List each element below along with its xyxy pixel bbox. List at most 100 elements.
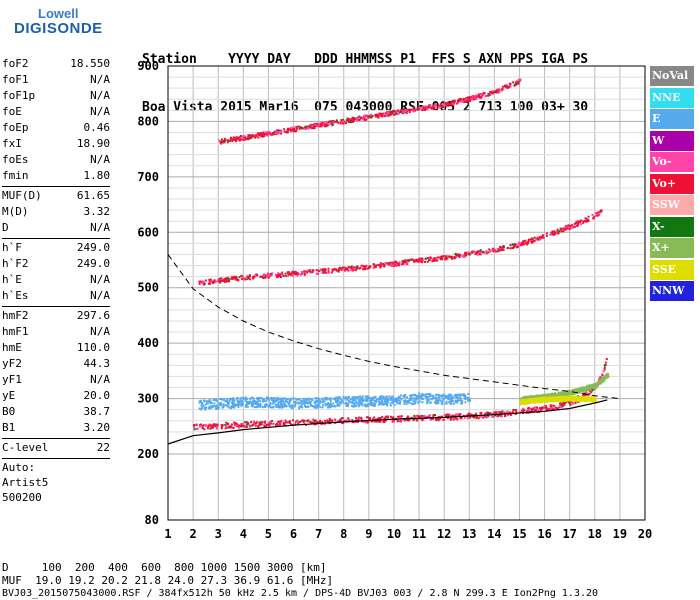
- echo-point: [479, 249, 482, 252]
- echo-point: [263, 134, 266, 137]
- echo-point: [482, 91, 485, 94]
- echo-point: [314, 397, 317, 400]
- echo-point: [209, 427, 212, 430]
- echo-point: [201, 403, 204, 406]
- echo-point: [204, 279, 207, 282]
- echo-point: [402, 108, 405, 111]
- echo-point: [364, 403, 367, 406]
- echo-point: [576, 388, 579, 391]
- echo-point: [450, 417, 453, 420]
- echo-point: [445, 395, 448, 398]
- echo-point: [464, 398, 467, 401]
- echo-point: [591, 397, 594, 400]
- echo-point: [565, 393, 568, 396]
- echo-point: [562, 392, 565, 395]
- x-tick-label: 18: [588, 527, 602, 541]
- echo-point: [407, 416, 410, 419]
- echo-point: [257, 403, 259, 406]
- echo-point: [359, 403, 361, 406]
- echo-point: [432, 394, 435, 397]
- echo-point: [406, 396, 408, 399]
- echo-point: [501, 248, 504, 251]
- legend-item-nnw: NNW: [650, 281, 694, 301]
- echo-point: [459, 413, 462, 415]
- echo-point: [553, 233, 556, 236]
- echo-point: [225, 404, 228, 406]
- y-tick-label: 600: [137, 225, 159, 239]
- echo-point: [257, 397, 260, 400]
- echo-point: [248, 424, 251, 427]
- echo-point: [224, 280, 226, 283]
- autoscaling-info: 500200: [2, 491, 42, 504]
- echo-point: [259, 396, 262, 399]
- echo-point: [470, 98, 473, 101]
- echo-point: [466, 397, 469, 400]
- echo-point: [588, 389, 591, 392]
- echo-point: [349, 118, 352, 120]
- echo-point: [412, 106, 415, 109]
- echo-point: [360, 116, 363, 119]
- echo-point: [352, 119, 355, 122]
- echo-point: [465, 414, 468, 417]
- echo-point: [493, 249, 496, 252]
- echo-point: [306, 126, 309, 129]
- echo-point: [358, 119, 361, 121]
- echo-point: [208, 407, 211, 410]
- echo-point: [291, 405, 294, 408]
- echo-point: [234, 275, 237, 278]
- echo-point: [451, 102, 454, 105]
- echo-point: [534, 400, 537, 403]
- echo-point: [590, 398, 593, 401]
- echo-point: [396, 420, 399, 423]
- echo-point: [385, 419, 387, 422]
- echo-point: [304, 270, 307, 273]
- echo-point: [272, 397, 275, 400]
- echo-point: [489, 412, 492, 415]
- echo-point: [500, 246, 503, 249]
- echo-point: [399, 109, 402, 112]
- echo-point: [296, 274, 299, 277]
- echo-point: [263, 424, 266, 427]
- echo-point: [290, 406, 293, 409]
- echo-point: [365, 114, 368, 117]
- echo-point: [526, 243, 528, 246]
- param-value: 110.0: [76, 341, 110, 354]
- echo-point: [560, 395, 563, 398]
- echo-point: [259, 275, 262, 278]
- echo-point: [364, 404, 367, 407]
- echo-point: [405, 261, 408, 263]
- echo-point: [270, 273, 273, 276]
- echo-point: [385, 262, 388, 265]
- echo-point: [580, 388, 582, 391]
- x-tick-label: 15: [512, 527, 526, 541]
- echo-point: [400, 416, 402, 419]
- echo-point: [545, 232, 548, 235]
- echo-point: [423, 260, 426, 263]
- echo-point: [591, 389, 594, 392]
- echo-point: [206, 402, 209, 405]
- echo-point: [278, 273, 281, 276]
- echo-point: [593, 396, 596, 399]
- echo-point: [259, 133, 262, 136]
- echo-point: [428, 256, 431, 259]
- param-label: yF2: [2, 357, 22, 370]
- echo-point: [564, 228, 567, 231]
- echo-point: [552, 395, 555, 398]
- echo-point: [434, 414, 436, 417]
- echo-point: [414, 402, 416, 405]
- echo-point: [498, 248, 501, 251]
- echo-point: [507, 247, 509, 249]
- param-label: foE: [2, 105, 22, 118]
- echo-point: [413, 397, 416, 400]
- echo-point: [287, 129, 290, 131]
- echo-point: [277, 424, 280, 427]
- echo-point: [350, 265, 353, 268]
- echo-point: [237, 424, 240, 427]
- echo-point: [411, 258, 414, 261]
- echo-point: [434, 394, 437, 397]
- echo-point: [412, 393, 415, 396]
- echo-point: [371, 398, 374, 401]
- echo-point: [345, 119, 348, 122]
- echo-point: [306, 419, 309, 422]
- echo-point: [379, 398, 382, 401]
